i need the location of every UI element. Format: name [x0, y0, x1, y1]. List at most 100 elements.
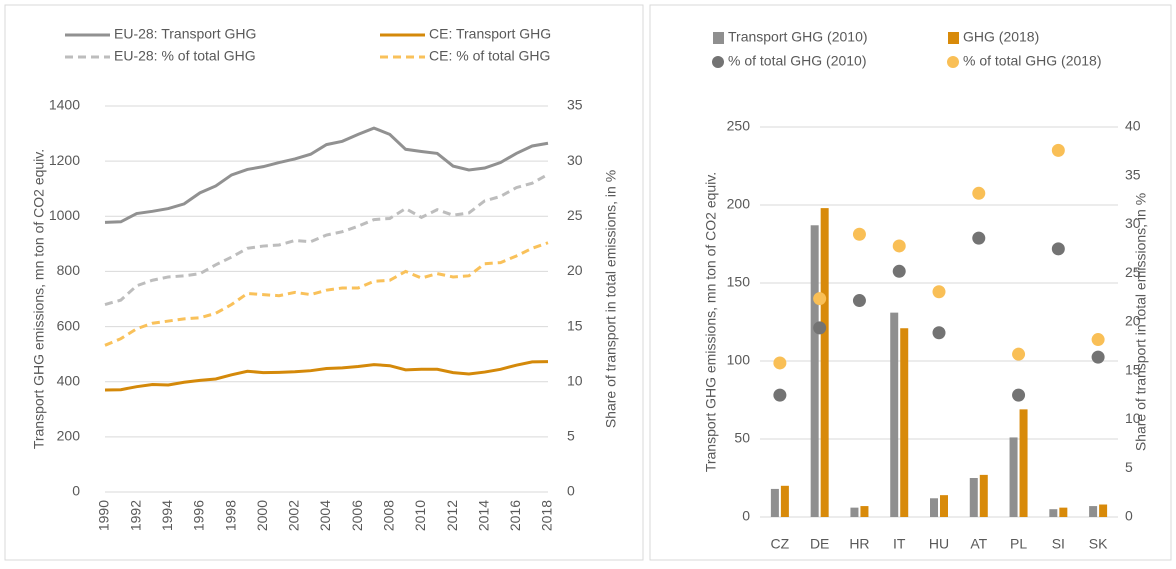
x-tick-label: PL — [1010, 536, 1027, 552]
x-tick-label: 1994 — [159, 500, 175, 531]
y-tick-label: 1000 — [49, 207, 80, 223]
x-tick-label: CZ — [771, 536, 790, 552]
line — [104, 126, 549, 224]
point — [773, 388, 787, 402]
point — [773, 356, 787, 370]
x-tick-label: 2014 — [475, 500, 491, 531]
legend-label: EU-28: Transport GHG — [114, 26, 256, 42]
bar — [979, 474, 988, 517]
bar — [1059, 507, 1068, 517]
y-tick-label: 1400 — [49, 97, 80, 113]
point — [972, 231, 986, 245]
point — [852, 227, 866, 241]
y2-axis-title: Share of transport in total emissions, i… — [603, 170, 619, 428]
bar — [810, 225, 819, 517]
x-tick-label: AT — [970, 536, 987, 552]
legend-label: EU-28: % of total GHG — [114, 48, 256, 64]
bar — [1019, 409, 1028, 517]
x-tick-label: 2006 — [349, 500, 365, 531]
y-tick-label: 200 — [57, 428, 81, 444]
bar — [1049, 509, 1058, 517]
y2-tick-label: 35 — [1125, 166, 1141, 182]
legend-label: CE: Transport GHG — [429, 26, 551, 42]
x-tick-label: HR — [849, 536, 869, 552]
y2-tick-label: 10 — [1125, 410, 1141, 426]
legend-label: % of total GHG (2010) — [728, 53, 867, 69]
bar — [900, 328, 909, 517]
y-tick-label: 50 — [734, 430, 750, 446]
x-tick-label: SK — [1089, 536, 1108, 552]
y2-tick-label: 25 — [567, 207, 583, 223]
point — [1012, 347, 1026, 361]
x-tick-label: DE — [810, 536, 829, 552]
panel-border — [649, 4, 1172, 561]
bar — [930, 498, 938, 517]
x-tick-label: 2002 — [286, 500, 302, 531]
legend-label: Transport GHG (2010) — [728, 29, 868, 45]
x-tick-label: 2016 — [507, 500, 523, 531]
y2-tick-label: 15 — [567, 317, 583, 333]
point — [892, 239, 906, 253]
point — [852, 294, 866, 308]
legend-swatch — [948, 32, 959, 44]
point — [932, 326, 946, 340]
y2-tick-label: 0 — [1125, 508, 1133, 524]
x-tick-label: 2012 — [444, 500, 460, 531]
y-axis-title: Transport GHG emissions, mn ton of CO2 e… — [31, 149, 47, 449]
line — [104, 173, 549, 306]
x-tick-label: 2004 — [317, 500, 333, 531]
y-tick-label: 400 — [57, 372, 81, 388]
x-tick-label: IT — [893, 536, 906, 552]
y2-tick-label: 0 — [567, 483, 575, 499]
bar — [1099, 504, 1108, 517]
point — [972, 186, 986, 200]
y-tick-label: 150 — [727, 274, 751, 290]
y2-tick-label: 40 — [1125, 118, 1141, 134]
y-tick-label: 600 — [57, 317, 81, 333]
point — [1012, 388, 1026, 402]
line — [104, 360, 549, 392]
legend-swatch — [713, 32, 724, 44]
x-tick-label: 1998 — [222, 500, 238, 531]
point — [1091, 350, 1105, 364]
point — [1091, 333, 1105, 347]
x-tick-label: 1996 — [191, 500, 207, 531]
bar — [780, 485, 789, 517]
legend-label: CE: % of total GHG — [429, 48, 550, 64]
point — [1051, 143, 1065, 157]
x-tick-label: HU — [929, 536, 949, 552]
y2-tick-label: 15 — [1125, 361, 1141, 377]
point — [813, 321, 827, 335]
bar — [1089, 506, 1098, 517]
point — [932, 285, 946, 299]
legend-swatch — [712, 56, 724, 68]
point — [892, 264, 906, 278]
y-tick-label: 800 — [57, 262, 81, 278]
y2-tick-label: 5 — [1125, 459, 1133, 475]
bar — [940, 495, 948, 517]
y2-tick-label: 25 — [1125, 264, 1141, 280]
line — [104, 241, 549, 347]
bar — [969, 478, 978, 517]
legend-label: % of total GHG (2018) — [963, 53, 1102, 69]
x-tick-label: 2010 — [412, 500, 428, 531]
y2-tick-label: 30 — [567, 152, 583, 168]
bar — [850, 507, 859, 517]
y-tick-label: 250 — [727, 118, 751, 134]
panel-border — [4, 4, 644, 561]
y2-tick-label: 5 — [567, 428, 575, 444]
legend-swatch — [947, 56, 959, 68]
bar — [860, 506, 869, 517]
y2-tick-label: 20 — [567, 262, 583, 278]
x-tick-label: 2008 — [380, 500, 396, 531]
y-axis-title: Transport GHG emissions, mn ton of CO2 e… — [703, 172, 719, 472]
y2-tick-label: 35 — [567, 97, 583, 113]
bar — [770, 488, 779, 517]
legend-label: GHG (2018) — [963, 29, 1039, 45]
y-tick-label: 0 — [72, 483, 80, 499]
point — [1051, 242, 1065, 256]
x-tick-label: 2018 — [539, 500, 555, 531]
y-tick-label: 1200 — [49, 152, 80, 168]
